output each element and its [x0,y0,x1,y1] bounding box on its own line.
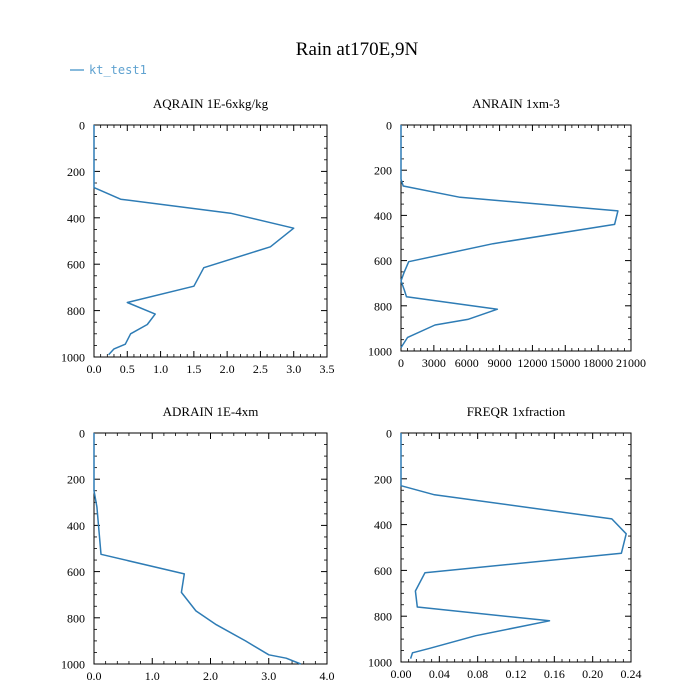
y-tick-label: 1000 [61,658,85,672]
panel-title: ANRAIN 1xm-3 [472,96,560,111]
x-tick-label: 3000 [422,356,446,370]
y-tick-label: 800 [67,611,85,625]
y-tick-label: 400 [67,211,85,225]
y-tick-label: 800 [374,299,392,313]
x-tick-label: 0 [398,356,404,370]
x-tick-label: 0.24 [621,667,642,681]
x-tick-label: 3.0 [286,362,301,376]
legend: kt_test1 [70,63,147,77]
y-tick-label: 600 [374,254,392,268]
x-tick-label: 4.0 [320,669,335,683]
x-tick-label: 9000 [488,356,512,370]
x-tick-label: 0.0 [87,669,102,683]
y-tick-label: 800 [67,304,85,318]
series-line [93,433,302,665]
y-tick-label: 800 [374,610,392,624]
panel-0: AQRAIN 1E-6xkg/kg 0.0 0.5 1.0 1.5 2.0 2.5 3.0 3.… [61,96,335,376]
y-tick-label: 0 [386,427,392,441]
panel-title: AQRAIN 1E-6xkg/kg [153,96,269,111]
y-tick-label: 400 [374,209,392,223]
x-tick-label: 2.0 [203,669,218,683]
series-line [400,125,619,349]
x-tick-label: 0.00 [391,667,412,681]
y-tick-label: 400 [374,518,392,532]
x-tick-label: 21000 [616,356,646,370]
y-tick-label: 400 [67,519,85,533]
x-tick-label: 0.08 [467,667,488,681]
x-tick-label: 6000 [455,356,479,370]
panel-2: ADRAIN 1E-4xm 0.0 1.0 2.0 3.0 4.0 0 200 400 600 80… [61,404,335,683]
y-tick-label: 200 [67,473,85,487]
x-tick-label: 1.5 [186,362,201,376]
y-tick-label: 600 [374,564,392,578]
x-tick-label: 12000 [517,356,547,370]
y-tick-label: 0 [386,119,392,133]
x-tick-label: 1.0 [153,362,168,376]
x-tick-label: 0.5 [120,362,135,376]
panel-title: FREQR 1xfraction [467,404,566,419]
x-tick-label: 0.16 [544,667,565,681]
x-tick-label: 3.0 [261,669,276,683]
x-tick-label: 1.0 [145,669,160,683]
x-tick-label: 2.5 [253,362,268,376]
panel-1: ANRAIN 1xm-30 3000 6000 9000 12000 15000 18000… [368,96,646,370]
y-tick-label: 1000 [368,345,392,359]
panels: AQRAIN 1E-6xkg/kg 0.0 0.5 1.0 1.5 2.0 2.5 3.0 3.… [61,96,646,683]
x-tick-label: 0.0 [87,362,102,376]
legend-label: kt_test1 [89,63,147,77]
series-line [400,433,627,659]
x-tick-label: 18000 [583,356,613,370]
x-tick-label: 0.04 [429,667,450,681]
y-tick-label: 600 [67,258,85,272]
y-tick-label: 1000 [368,656,392,670]
axes-frame [93,124,328,358]
axes-frame [400,124,632,352]
panel-3: FREQR 1xfraction 0.00 0.04 0.08 0.12 0.16 0.20… [368,404,642,681]
x-tick-label: 2.0 [220,362,235,376]
x-tick-label: 15000 [550,356,580,370]
y-tick-label: 0 [79,427,85,441]
y-tick-label: 600 [67,565,85,579]
y-tick-label: 1000 [61,351,85,365]
y-tick-label: 200 [374,164,392,178]
axes-frame [93,432,328,665]
y-tick-label: 200 [67,165,85,179]
y-tick-label: 200 [374,472,392,486]
y-tick-label: 0 [79,119,85,133]
figure-title: Rain at170E,9N [296,39,419,60]
panel-title: ADRAIN 1E-4xm [163,404,259,419]
x-tick-label: 3.5 [320,362,335,376]
series-line [93,125,295,356]
x-tick-label: 0.12 [506,667,527,681]
x-tick-label: 0.20 [582,667,603,681]
